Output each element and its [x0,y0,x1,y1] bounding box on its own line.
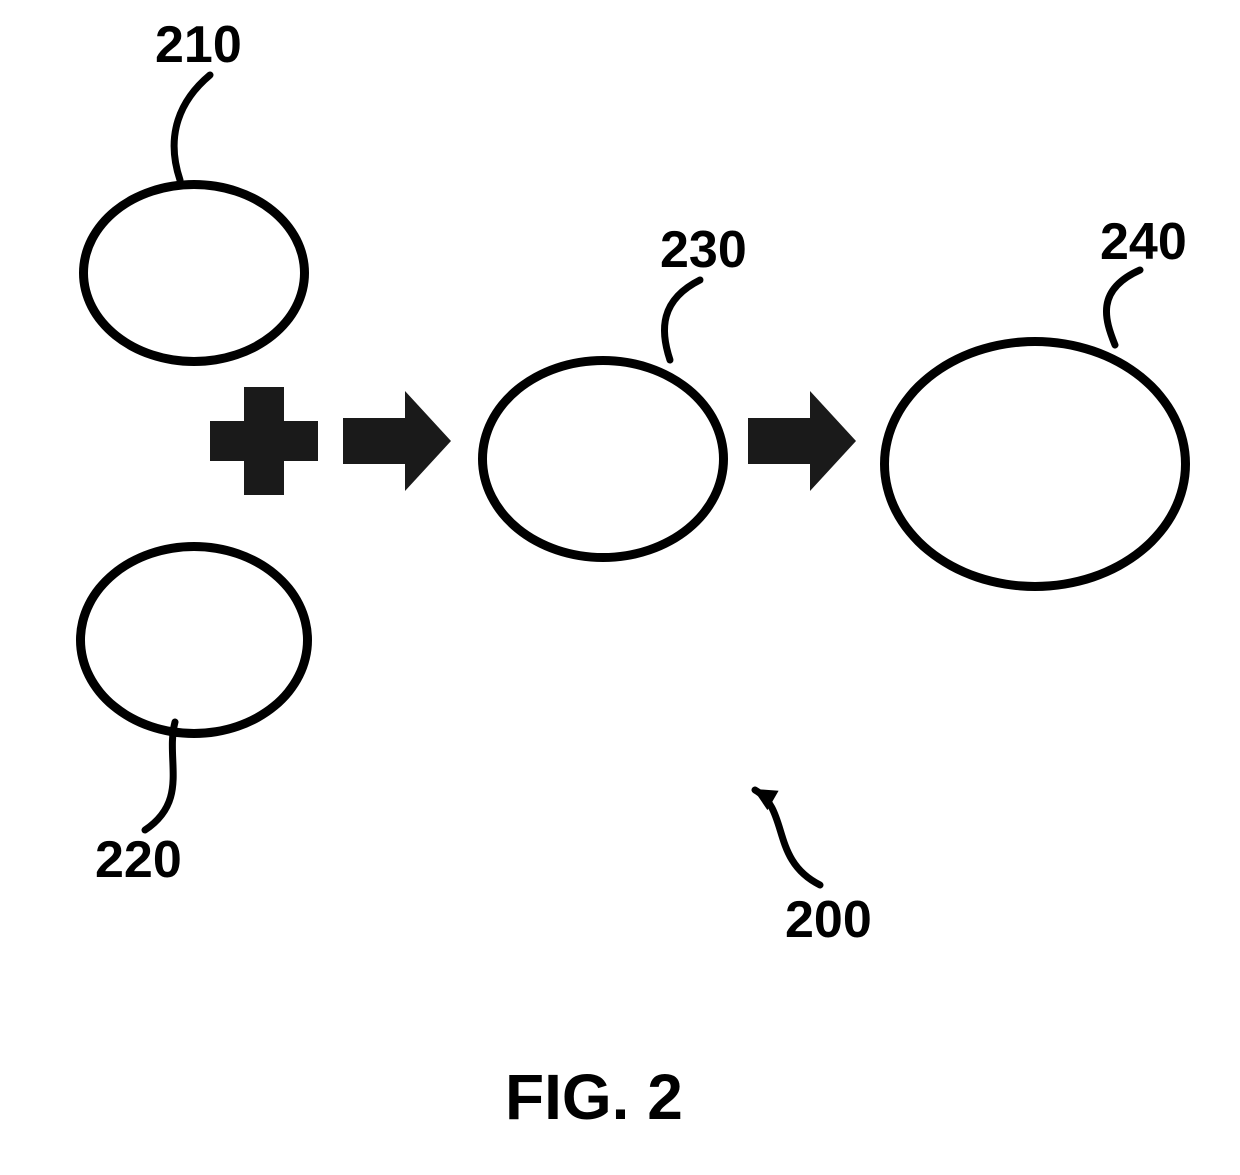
ref-label-240: 240 [1100,212,1187,272]
figure-caption: FIG. 2 [505,1060,683,1134]
arrow-1-icon [343,391,451,491]
ref-label-210: 210 [155,15,242,75]
ellipse-210 [79,180,309,366]
ref-label-200: 200 [785,890,872,950]
arrow-2-icon [748,391,856,491]
ellipse-240 [880,337,1190,591]
ref-label-230: 230 [660,220,747,280]
ellipse-230 [478,356,728,562]
ref-label-220: 220 [95,830,182,890]
ellipse-220 [76,542,312,738]
plus-icon [210,387,318,495]
figure-2-diagram: 210 220 230 240 200 FIG. 2 [0,0,1240,1175]
